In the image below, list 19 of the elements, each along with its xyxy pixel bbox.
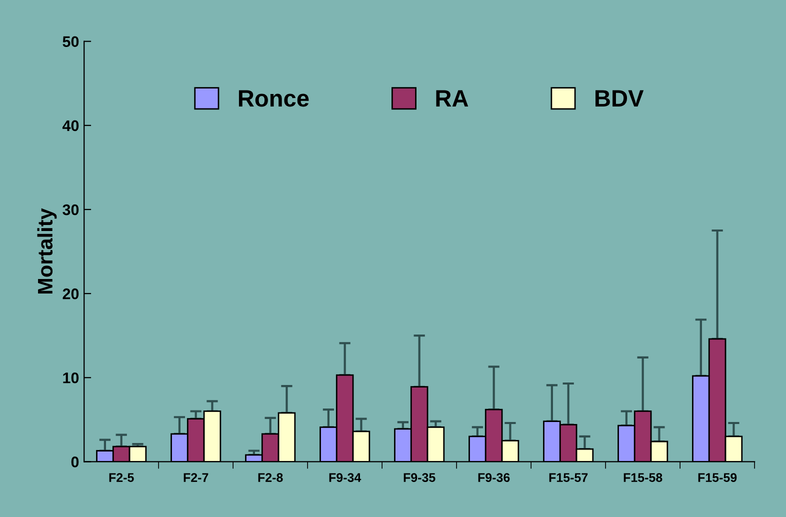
x-tick-label: F9-34	[329, 473, 362, 482]
y-tick-label: 0	[71, 456, 79, 468]
y-tick-label: 40	[62, 120, 79, 132]
x-tick-label: F2-8	[258, 473, 283, 482]
y-tick-label: 50	[62, 36, 79, 48]
x-tick-label: F9-35	[404, 473, 436, 482]
y-tick-label: 10	[63, 372, 79, 384]
x-tick-label: F15-57	[549, 473, 588, 482]
legend-label: Ronce	[238, 90, 309, 107]
y-tick-label: 30	[62, 204, 79, 216]
x-tick-label: F9-36	[478, 473, 510, 482]
legend-label: BDV	[596, 90, 644, 106]
legend-label: RA	[436, 90, 468, 106]
y-tick-label: 20	[62, 288, 79, 300]
y-axis-title: Mortality	[37, 208, 57, 294]
x-tick-label: F2-7	[184, 473, 208, 482]
x-tick-label: F15-59	[698, 473, 737, 482]
x-tick-label: F2-5	[109, 473, 134, 482]
x-tick-label: F15-58	[624, 473, 662, 482]
